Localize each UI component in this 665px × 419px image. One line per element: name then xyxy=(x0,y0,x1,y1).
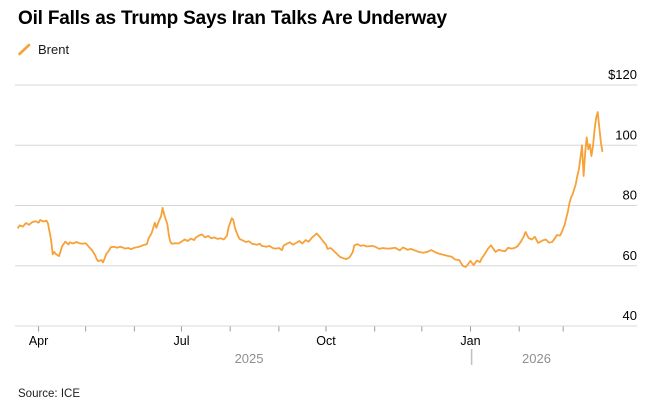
y-axis-label: 80 xyxy=(623,188,637,203)
source-attribution: Source: ICE xyxy=(18,388,80,400)
y-axis-label: $120 xyxy=(608,67,637,82)
brent-price-line xyxy=(17,111,604,268)
y-axis-label: 100 xyxy=(615,127,637,142)
legend-series-label: Brent xyxy=(38,42,70,57)
x-axis-label: Jul xyxy=(174,334,190,348)
y-axis-label: 40 xyxy=(623,308,637,323)
year-label: 2026 xyxy=(522,351,551,366)
x-axis-label: Apr xyxy=(29,334,48,348)
legend-line-marker-stroke xyxy=(18,43,31,56)
legend-line-marker-icon xyxy=(18,43,31,56)
legend: Brent xyxy=(18,42,69,57)
chart-title: Oil Falls as Trump Says Iran Talks Are U… xyxy=(18,8,447,29)
year-label: 2025 xyxy=(235,351,264,366)
x-axis-label: Jan xyxy=(460,334,480,348)
y-axis-label: 60 xyxy=(623,248,637,263)
x-axis-label: Oct xyxy=(316,334,336,348)
